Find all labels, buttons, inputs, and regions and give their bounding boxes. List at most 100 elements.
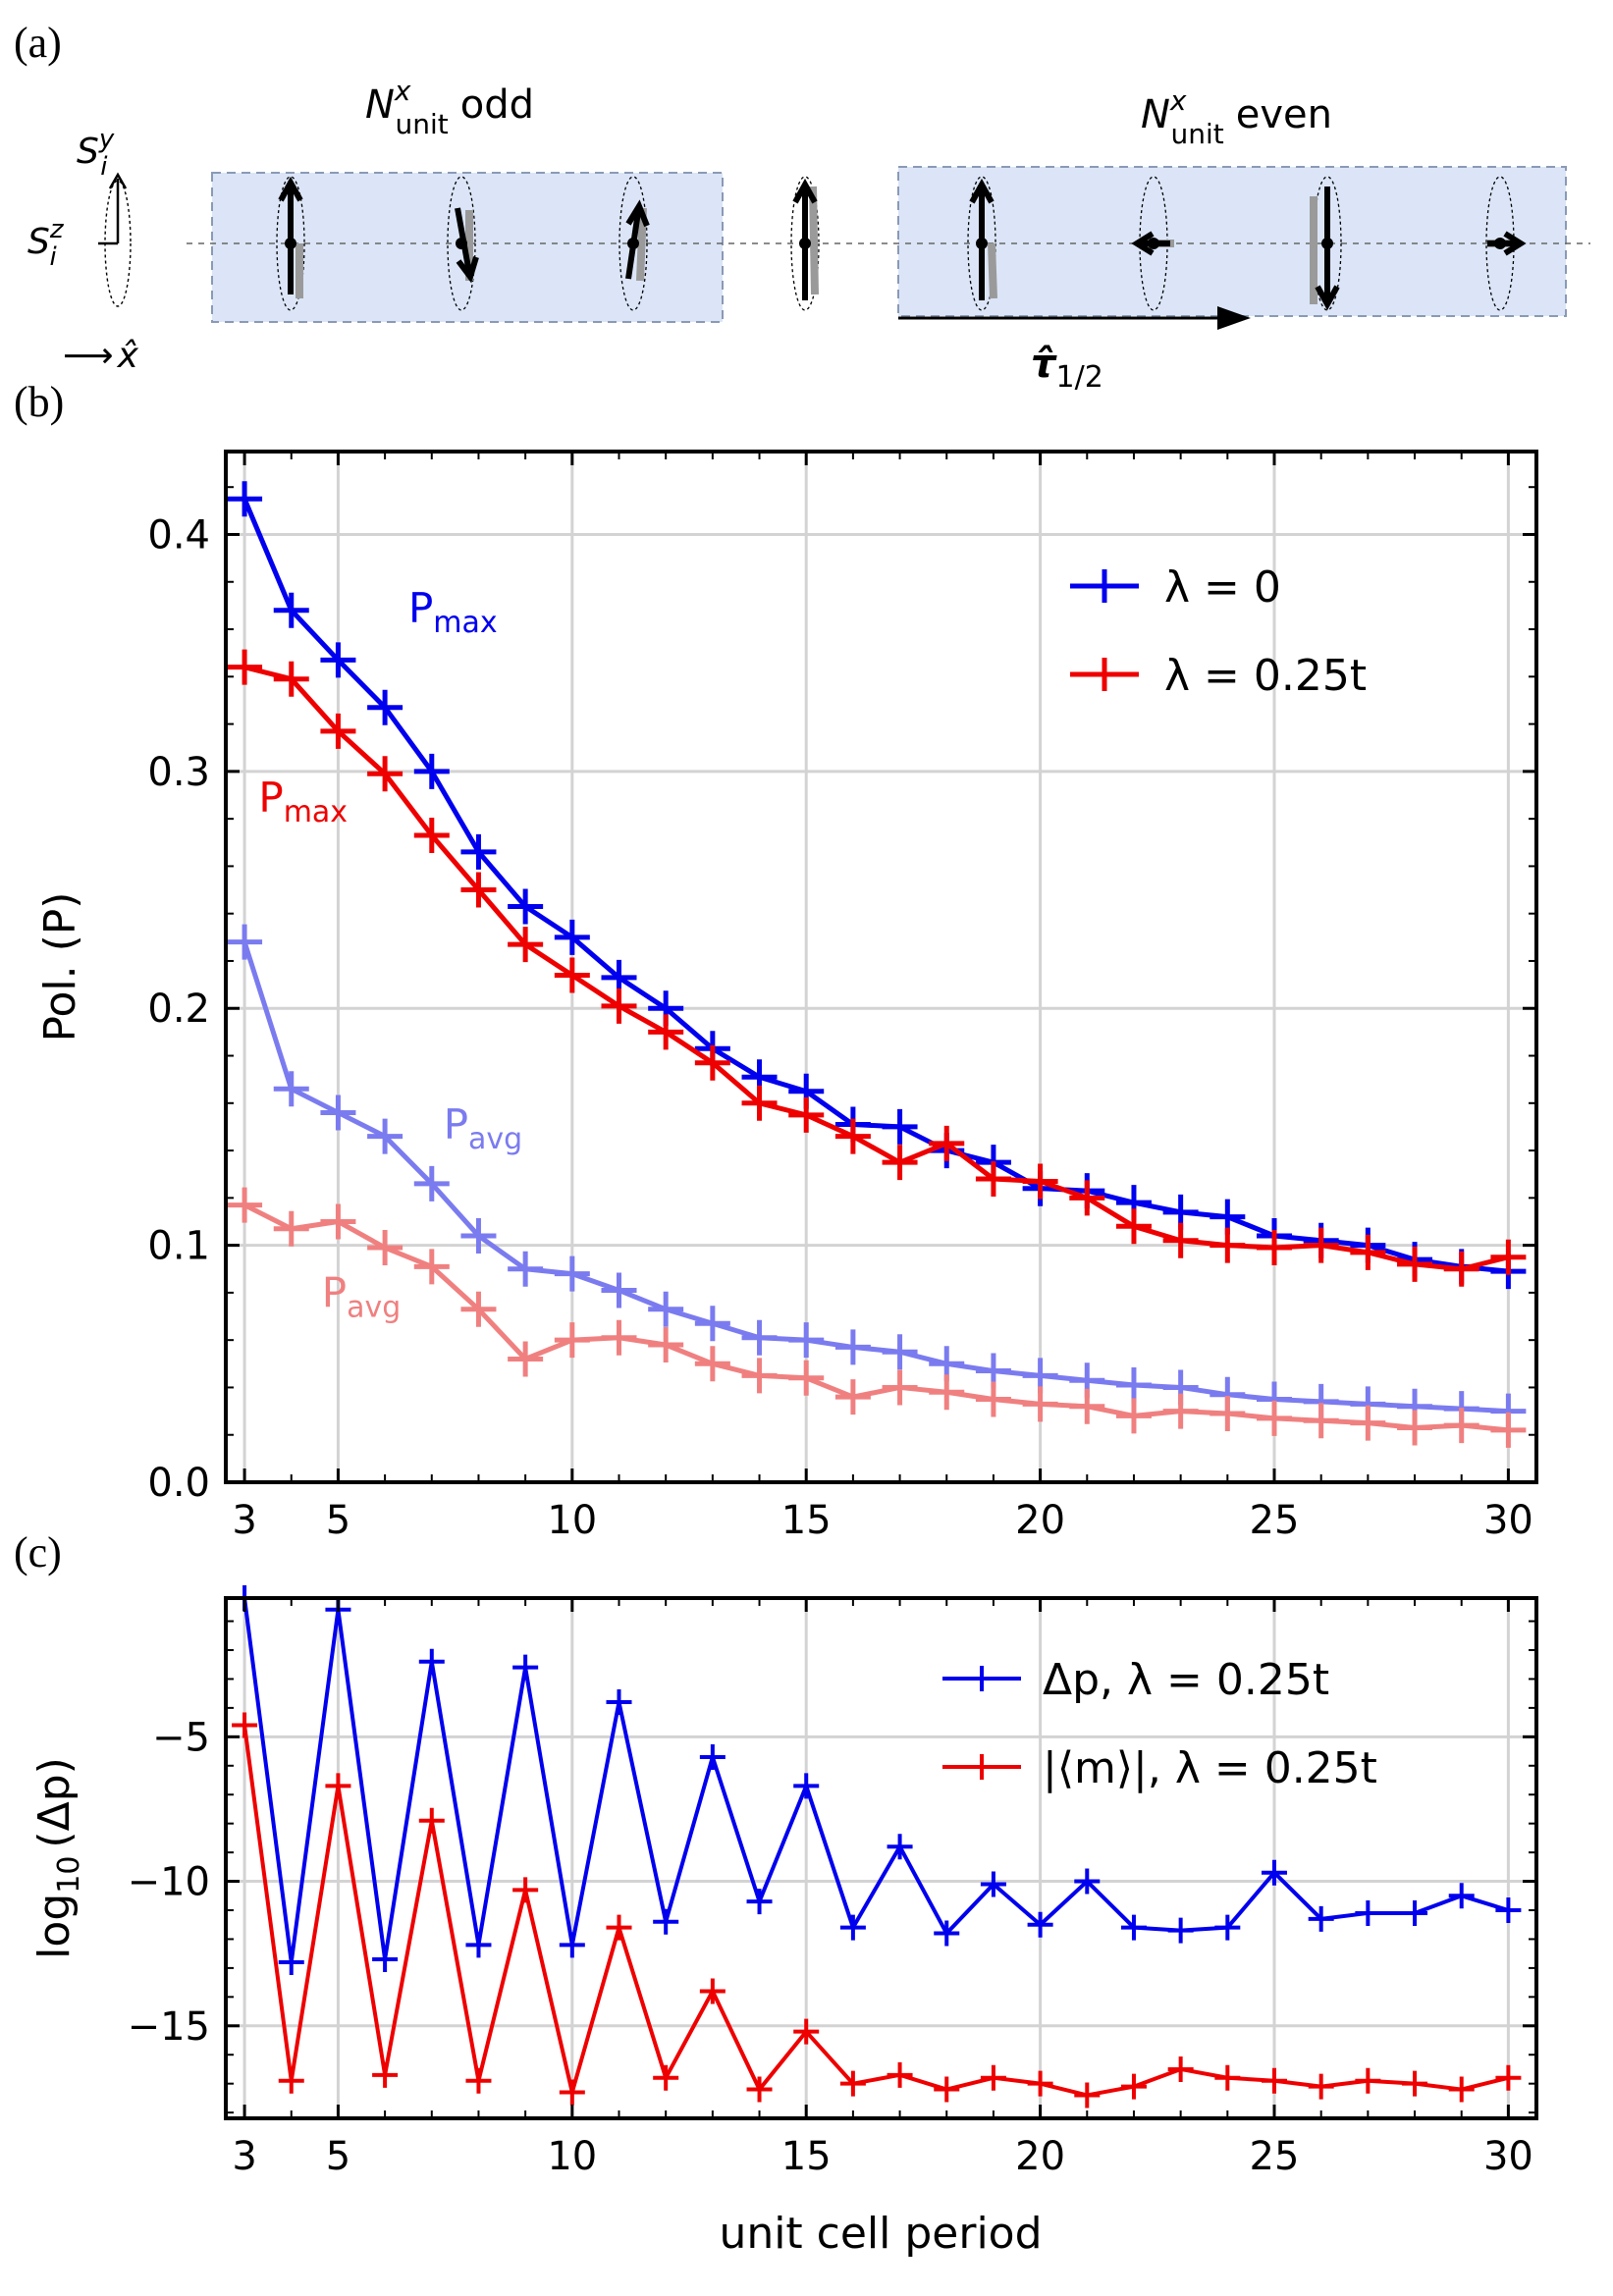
spin-site-ellipse [447,176,476,311]
sy-label: Sy i [77,125,115,182]
data-point-marker [1069,1180,1105,1216]
data-point-marker [320,1203,356,1240]
legend-b: λ = 0 λ = 0.25t [1070,562,1367,701]
data-point-marker [460,1217,497,1254]
data-point-marker [741,1319,778,1356]
series-1 [232,1712,1522,2109]
y-tick-label: −15 [128,2004,210,2050]
series-line [242,498,1509,1274]
data-point-marker [1027,2070,1053,2097]
data-point-marker [1115,1208,1152,1245]
data-point-marker [1303,1227,1339,1263]
data-point-marker [929,1125,965,1161]
x-tick-label: 5 [326,2134,350,2179]
data-point-marker [413,1249,450,1285]
data-point-marker [320,1095,356,1131]
data-point-marker [367,1230,403,1266]
data-point-marker [554,957,590,993]
spin-site-ellipse [618,176,648,311]
data-point-marker [1022,1163,1058,1200]
data-point-marker [1257,1230,1292,1266]
panel-a-schematic: (a) Nx unit odd Nx unit even Sy i Sz i ⟶ x̂ [14,19,1590,395]
data-point-marker [648,1014,684,1050]
spin-arrowhead [969,178,995,204]
axes-frame-b [224,450,1538,1484]
data-point-marker [887,1834,913,1860]
legend-entry-delta-p: Δp, λ = 0.25t [942,1655,1329,1705]
annotation-label: Pavg [322,1268,402,1324]
data-point-marker [788,1096,825,1133]
data-point-marker [648,1291,684,1327]
legend-label-delta-p: Δp, λ = 0.25t [1043,1655,1329,1705]
data-point-marker [413,1165,450,1201]
data-point-marker [1262,2067,1287,2094]
data-point-marker [1120,1914,1147,1941]
data-point-marker [512,1877,539,1903]
legend-entry-lambda-025t: λ = 0.25t [1070,651,1367,701]
legend-marker [970,1754,994,1780]
x-tick-label: 30 [1483,1498,1533,1543]
spin-arrowhead [625,199,650,228]
sy-arrowhead [108,172,128,189]
panel-c-log-chart: (c) 3 5 10 15 20 25 30 −5 −10 −15 log10(Δp) unit … [14,1528,1538,2259]
legend-marker [1088,658,1121,691]
ghost-arrow [988,242,997,299]
x-tick-label: 5 [326,1498,350,1543]
y-tick-label: 0.4 [147,512,210,558]
data-point-marker [1495,2064,1522,2091]
even-unit-box [897,166,1567,317]
x-tick-label: 10 [547,1498,597,1543]
spin-arrowhead [1315,285,1340,311]
data-point-marker [793,2018,820,2045]
spin-center-dot [1494,238,1506,249]
data-point-marker [975,1161,1011,1198]
spin-site-ellipse [276,176,305,311]
y-tick-label: 0.0 [147,1461,210,1506]
data-point-marker [1448,1883,1475,1909]
data-point-marker [746,2076,773,2103]
data-point-marker [834,1329,871,1365]
ghost-arrow [809,186,819,295]
data-point-marker [367,689,403,725]
annotation-label: Pavg [444,1100,523,1156]
legend-marker [1088,569,1121,603]
x-tick-label: 25 [1250,1498,1300,1543]
data-point-marker [1350,1234,1386,1270]
y-tick-label: 0.3 [147,750,210,795]
spin-centers [285,238,1506,249]
data-point-marker [1074,2082,1101,2109]
spin-arrowhead [1503,231,1527,256]
data-point-marker [694,1346,730,1382]
data-point-marker [554,919,590,955]
data-point-marker [601,1272,637,1308]
data-point-marker [1490,1239,1527,1275]
data-point-marker [418,1648,445,1675]
spin-center-dot [1321,238,1333,249]
y-tick-label: 0.2 [147,987,210,1032]
annotation-label: Pmax [408,584,498,640]
data-point-marker [606,1689,632,1715]
legend-entry-m: |⟨m⟩|, λ = 0.25t [942,1743,1377,1793]
data-point-marker [1167,1917,1194,1944]
data-point-marker [559,1932,585,1958]
x-tick-label: 15 [781,2134,832,2179]
data-point-marker [929,1374,965,1411]
x-tick-label: 25 [1250,2134,1300,2179]
data-point-marker [882,1334,918,1370]
data-point-marker [1397,1246,1433,1282]
data-point-marker [601,988,637,1024]
data-point-marker [413,753,450,789]
data-point-marker [834,1118,871,1154]
data-point-marker [1210,1227,1246,1263]
data-point-marker [227,481,263,517]
panel-b-polarization-chart: (b) 3 5 10 15 20 25 300.00.10.20.30.4 PmaxPmax… [14,378,1538,1543]
data-point-marker [372,1947,399,1973]
x-tick-label: 30 [1483,2134,1533,2179]
data-point-marker [1350,1405,1386,1441]
x-tick-label: 3 [232,1498,256,1543]
spin-center-dot [976,238,988,249]
series-line [242,1202,1509,1433]
data-point-marker [465,1932,492,1958]
panel-label-b: (b) [14,378,64,426]
data-point-marker [367,1118,403,1154]
